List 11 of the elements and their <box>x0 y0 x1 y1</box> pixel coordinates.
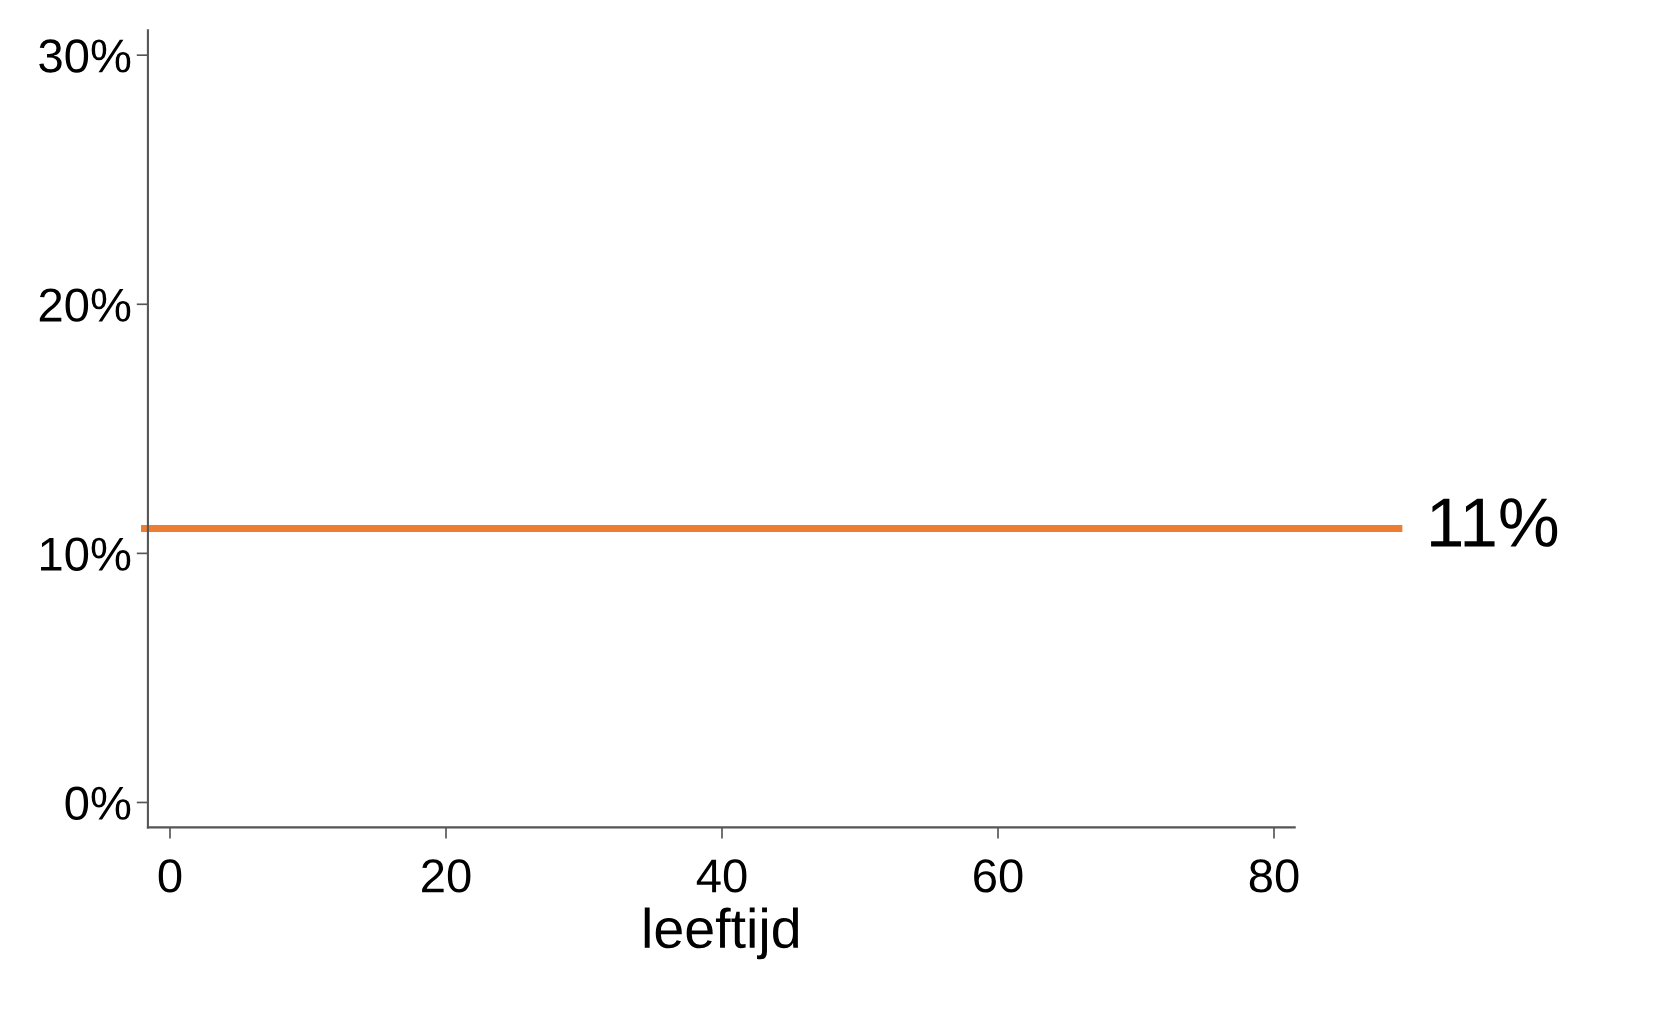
y-tick-label: 30% <box>39 39 131 73</box>
x-tick-label: 40 <box>696 859 747 893</box>
ref-line-label: 11% <box>1431 498 1558 547</box>
x-axis-title: leeftijd <box>644 907 799 960</box>
x-tick-label: 0 <box>158 859 182 893</box>
x-tick-label: 60 <box>974 859 1023 893</box>
x-tick-label: 80 <box>1249 859 1299 893</box>
y-tick-label: 10% <box>41 537 131 571</box>
y-tick-label: 0% <box>65 786 131 821</box>
y-tick-label: 20% <box>39 288 131 322</box>
x-tick-label: 20 <box>422 859 471 893</box>
